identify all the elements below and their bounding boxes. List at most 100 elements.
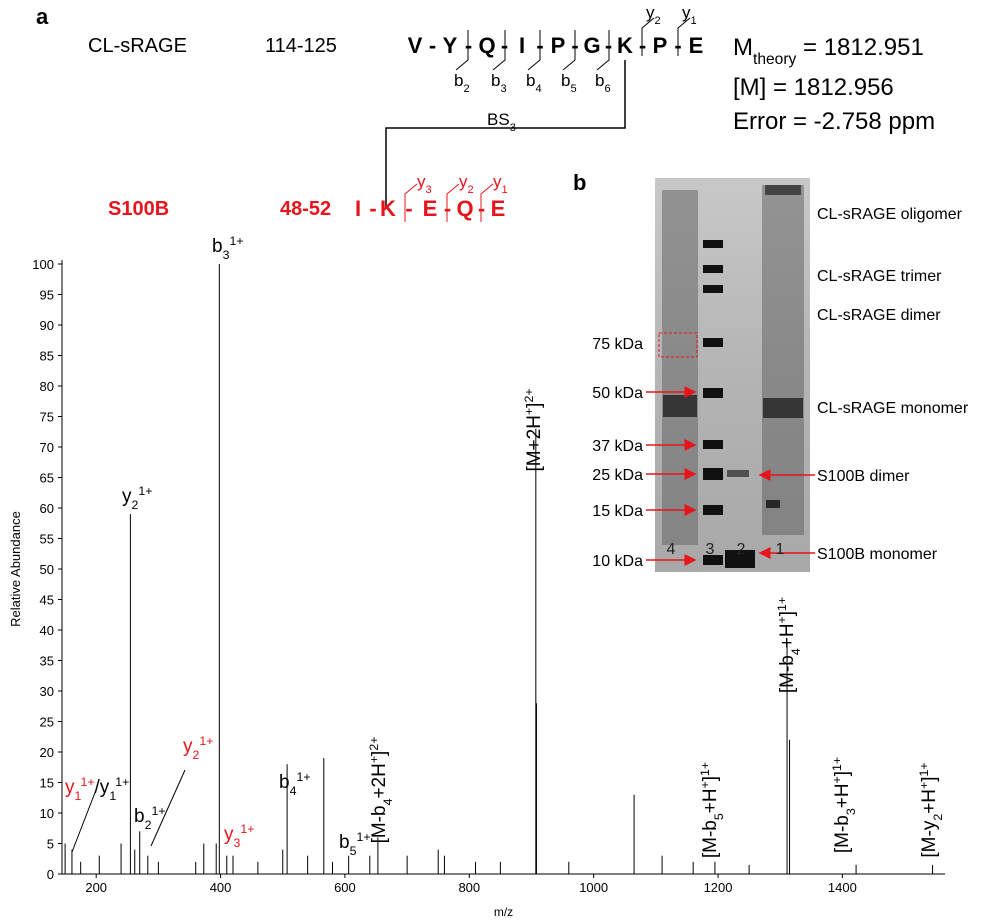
text-part: 1 xyxy=(75,789,82,803)
text-part: +H xyxy=(919,789,940,814)
band-label: CL-sRAGE monomer xyxy=(817,400,969,417)
text-part: Error = -2.758 ppm xyxy=(733,108,935,135)
residue: G xyxy=(583,33,600,58)
ion-label: b3 xyxy=(491,71,507,95)
ion-label: b2 xyxy=(454,71,470,95)
peak-annotation: [M-y2+H+]1+ xyxy=(917,762,945,857)
text-part: 3 xyxy=(223,248,230,262)
text-part: y xyxy=(183,736,193,757)
residue: P xyxy=(551,33,566,58)
peak-annotation: y11+/y11+ xyxy=(65,775,129,803)
text-part: +H xyxy=(700,788,721,813)
y-tick-label: 70 xyxy=(40,440,54,455)
lane-label: 4 xyxy=(667,541,676,558)
text-part: 4 xyxy=(535,83,541,95)
text-part: 1+ xyxy=(698,762,712,776)
text-part: b xyxy=(279,772,290,793)
marker-label: 25 kDa xyxy=(592,467,643,484)
x-tick-label: 400 xyxy=(210,880,232,895)
text-part: y xyxy=(122,486,132,507)
y-tick-label: 100 xyxy=(32,257,54,272)
y-axis-label: Relative Abundance xyxy=(8,511,23,627)
text-part: [M-b xyxy=(777,655,798,693)
text-part: b xyxy=(212,236,223,257)
text-part: + xyxy=(917,782,931,789)
text-part: b xyxy=(454,71,463,90)
marker-label: 10 kDa xyxy=(592,553,643,570)
text-part: b xyxy=(134,806,145,827)
text-part: [M-y xyxy=(919,820,940,857)
ion-label: y1 xyxy=(493,172,508,196)
y-tick-label: 50 xyxy=(40,562,54,577)
peak-annotation: [M-b5+H+]1+ xyxy=(698,762,726,858)
text-part: 2 xyxy=(655,15,661,27)
residue: K xyxy=(617,33,633,58)
text-part: 1 xyxy=(691,15,697,27)
x-tick-label: 1200 xyxy=(704,880,733,895)
ion-label: y3 xyxy=(417,172,432,196)
x-tick-label: 600 xyxy=(334,880,356,895)
ion-label: b6 xyxy=(595,71,611,95)
text-part: 2 xyxy=(193,748,200,762)
peak-annotation: y21+ xyxy=(183,734,213,762)
peak-annotation: [M-b3+H+]1+ xyxy=(830,757,858,853)
ion-label: y2 xyxy=(459,172,474,196)
separator: - xyxy=(429,33,436,58)
y-tick-label: 35 xyxy=(40,654,54,669)
residue: E xyxy=(491,196,506,221)
mass-info: Mtheory = 1812.951 xyxy=(733,34,924,68)
band-label: CL-sRAGE dimer xyxy=(817,307,941,324)
x-tick-label: 800 xyxy=(458,880,480,895)
text-part: 1+ xyxy=(296,770,310,784)
text-part: 5 xyxy=(570,83,576,95)
y-tick-label: 5 xyxy=(47,837,54,852)
text-part: 1+ xyxy=(917,762,931,776)
text-part: +H xyxy=(832,783,853,808)
y-tick-label: 95 xyxy=(40,288,54,303)
y-tick-label: 10 xyxy=(40,806,54,821)
ion-label: b5 xyxy=(561,71,577,95)
y-tick-label: 30 xyxy=(40,684,54,699)
residue: Q xyxy=(456,196,473,221)
text-part: 1+ xyxy=(151,804,165,818)
band-label: CL-sRAGE trimer xyxy=(817,268,942,285)
band-label: S100B dimer xyxy=(817,468,910,485)
text-part: 2 xyxy=(463,83,469,95)
y-tick-label: 55 xyxy=(40,532,54,547)
text-part: 4 xyxy=(290,784,297,798)
text-part: [M] = 1812.956 xyxy=(733,74,894,101)
figure: abCL-sRAGE114-125V-Y-Q-I-P-G-K-P-Eb2b3b4… xyxy=(0,0,999,921)
residue: I xyxy=(355,196,361,221)
text-part: 3 xyxy=(510,122,516,134)
peak-annotation: b31+ xyxy=(212,234,244,262)
text-part: 1+ xyxy=(830,757,844,771)
peak-annotation: b51+ xyxy=(339,830,371,858)
text-part: 1+ xyxy=(199,734,213,748)
text-part: b xyxy=(339,832,350,853)
text-part: 3 xyxy=(426,184,432,196)
text-part: 1+ xyxy=(115,775,129,789)
y-tick-label: 60 xyxy=(40,501,54,516)
marker-label: 37 kDa xyxy=(592,438,643,455)
peptide-range: 48-52 xyxy=(280,198,331,220)
residue: E xyxy=(423,196,438,221)
text-part: y xyxy=(65,777,75,798)
lane-label: 2 xyxy=(737,541,746,558)
lane-label: 1 xyxy=(776,541,785,558)
residue: P xyxy=(653,33,668,58)
mass-info: Error = -2.758 ppm xyxy=(733,108,935,135)
text-part: 1+ xyxy=(138,484,152,498)
peak-annotation: [M-b4+H+]1+ xyxy=(775,597,803,693)
text-part: 1+ xyxy=(775,597,789,611)
lane-label: 3 xyxy=(706,541,715,558)
text-part: b xyxy=(526,71,535,90)
y-tick-label: 45 xyxy=(40,593,54,608)
text-part: M xyxy=(733,34,753,61)
peptide-range: 114-125 xyxy=(265,35,337,57)
text-part: 3 xyxy=(500,83,506,95)
ion-label: b4 xyxy=(526,71,542,95)
text-part: b xyxy=(561,71,570,90)
text-part: 6 xyxy=(604,83,610,95)
separator: - xyxy=(405,196,412,221)
text-part: 2+ xyxy=(522,388,536,402)
